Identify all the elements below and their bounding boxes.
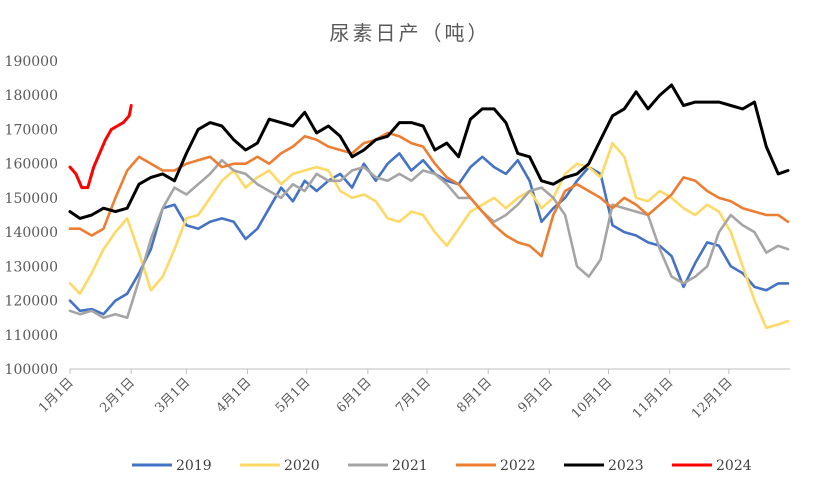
x-tick-label: 11月1日 [630,375,677,422]
legend-label-2022: 2022 [500,458,536,474]
y-tick-label: 120000 [5,294,58,310]
chart-title: 尿素日产（吨） [330,21,491,45]
x-tick-label: 5月1日 [273,375,314,416]
y-tick-label: 140000 [5,225,58,241]
y-tick-label: 190000 [5,54,58,70]
series-line-2022 [68,131,790,258]
series-group [68,83,790,330]
y-tick-label: 150000 [5,191,58,207]
x-axis: 1月1日 2月1日 3月1日 4月1日 5月1日 6月1日 7月1日 8月1日 9月1日 10月1… [36,369,736,422]
x-tick-label: 7月1日 [393,375,434,416]
y-axis: 100000 110000 120000 130000 140000 150000 1600… [5,54,58,378]
legend-label-2023: 2023 [608,458,644,474]
series-line-2019 [68,152,790,316]
x-tick-label: 12月1日 [689,375,736,422]
legend: 2019 2020 2021 2022 2023 2024 [132,458,752,474]
series-line-2021 [68,158,790,320]
legend-label-2021: 2021 [392,458,428,474]
y-tick-label: 160000 [5,157,58,173]
legend-label-2024: 2024 [716,458,752,474]
y-tick-label: 110000 [5,328,58,344]
y-tick-label: 130000 [5,259,58,275]
legend-label-2020: 2020 [284,458,320,474]
x-tick-label: 1月1日 [36,375,77,416]
x-tick-label: 9月1日 [515,375,556,416]
x-tick-label: 8月1日 [454,375,495,416]
x-tick-label: 4月1日 [214,375,255,416]
x-tick-label: 10月1日 [569,375,616,422]
x-tick-label: 6月1日 [334,375,375,416]
y-tick-label: 100000 [5,362,58,378]
y-tick-label: 180000 [5,88,58,104]
y-tick-label: 170000 [5,122,58,138]
legend-label-2019: 2019 [176,458,212,474]
x-tick-label: 3月1日 [153,375,194,416]
series-line-2024 [68,104,133,190]
x-tick-label: 2月1日 [97,375,138,416]
series-line-2023 [68,83,790,220]
